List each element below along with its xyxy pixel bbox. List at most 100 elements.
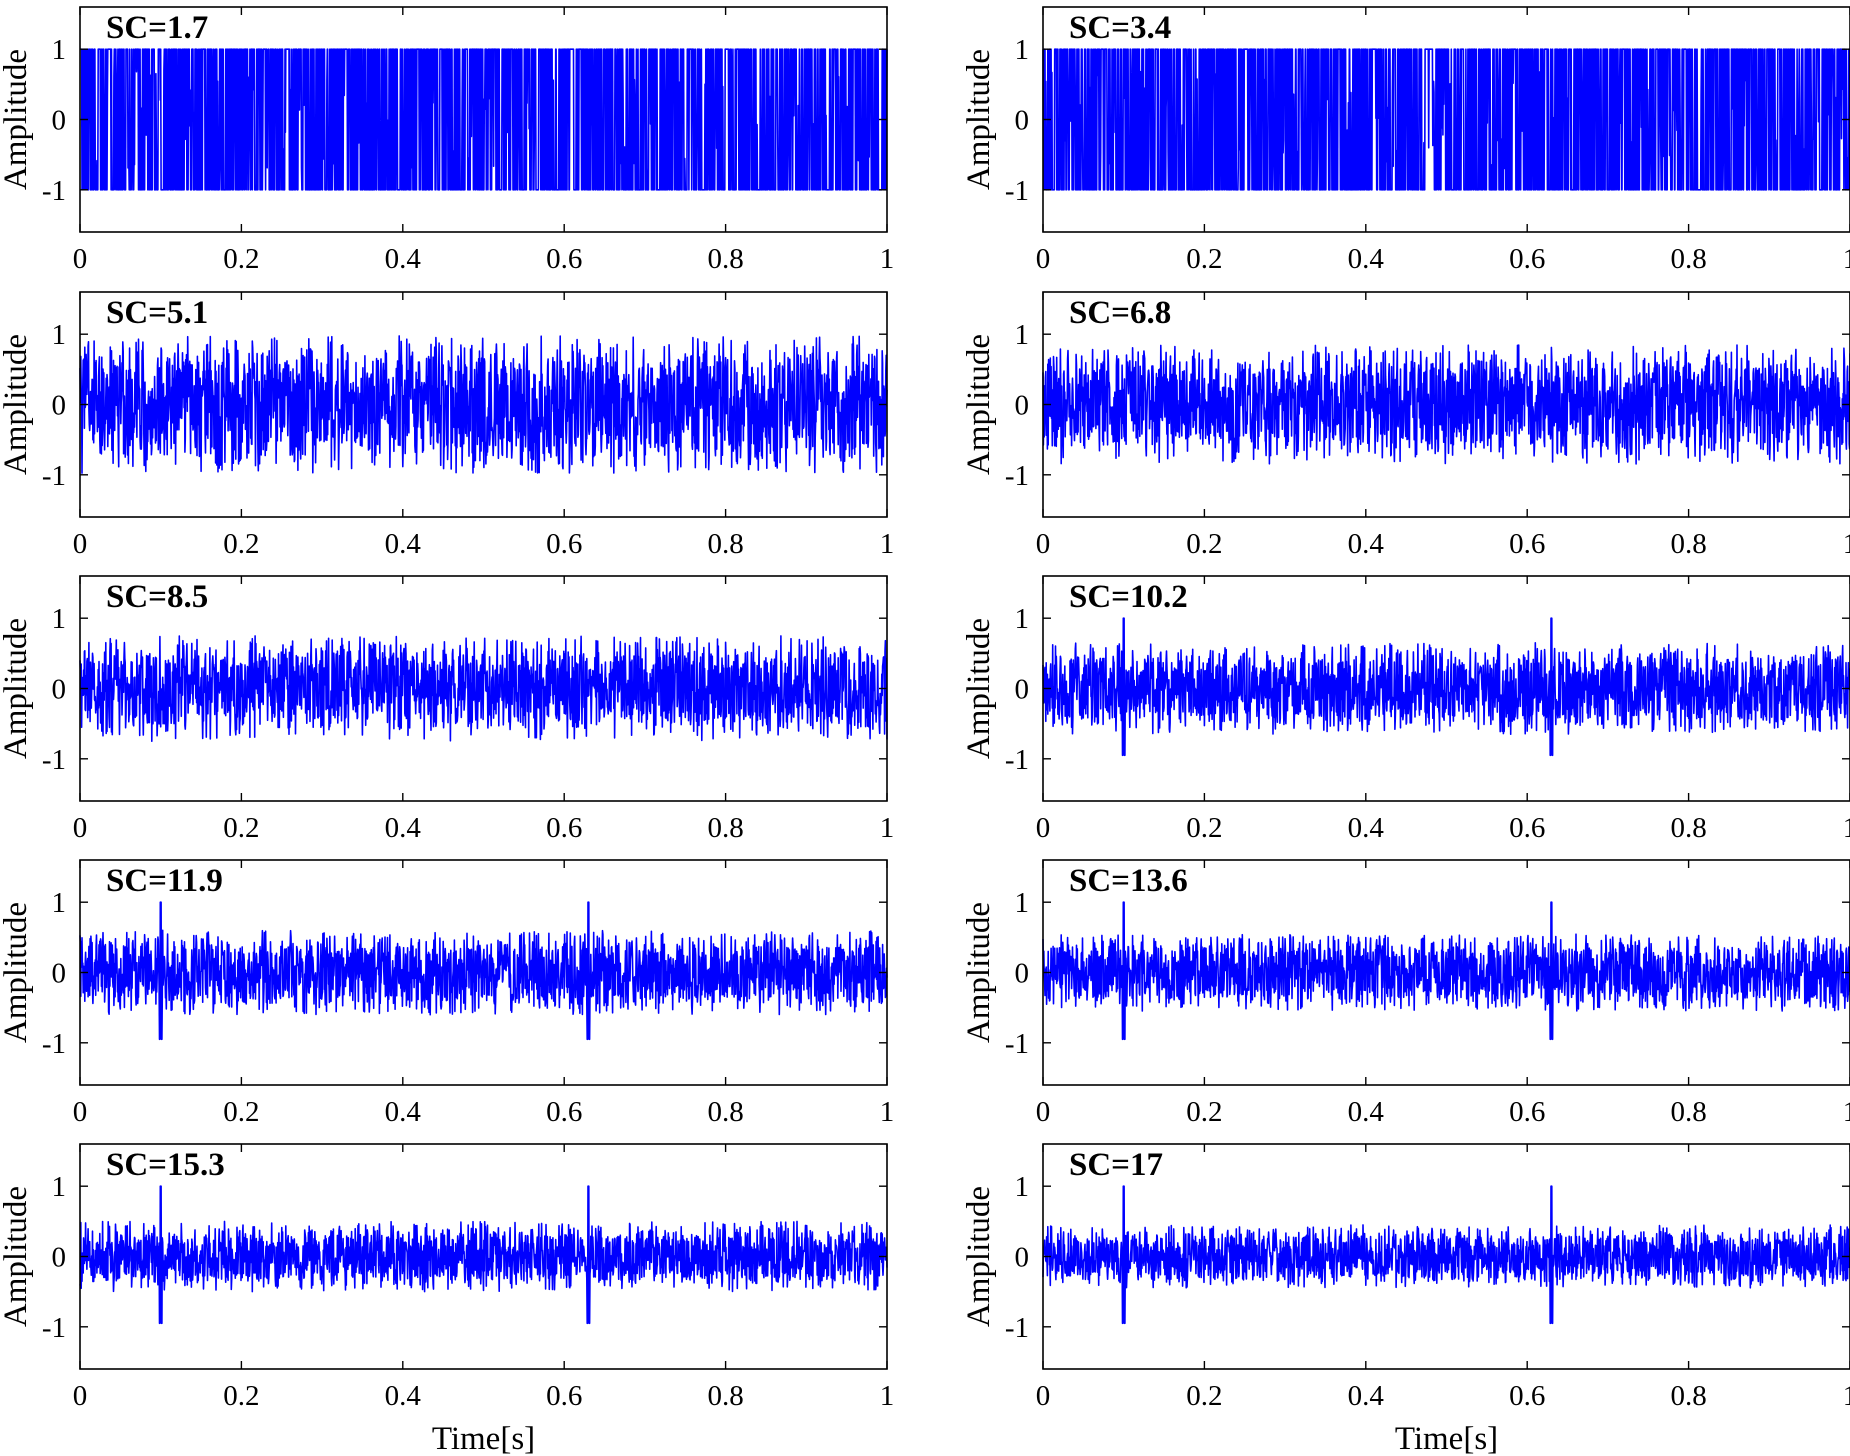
x-tick-label: 0.6 bbox=[546, 812, 582, 844]
y-tick-label: 1 bbox=[1015, 887, 1030, 919]
x-tick-label: 0.8 bbox=[1670, 528, 1706, 560]
y-axis-label: Amplitude bbox=[961, 1186, 997, 1327]
x-tick-label: 1 bbox=[880, 243, 895, 275]
x-axis-label: Time[s] bbox=[432, 1421, 535, 1456]
signal-trace bbox=[1042, 1185, 1850, 1325]
signal-trace bbox=[79, 1185, 888, 1325]
sc-label: SC=3.4 bbox=[1069, 10, 1171, 46]
sc-label: SC=13.6 bbox=[1069, 863, 1188, 899]
y-axis-label: Amplitude bbox=[961, 49, 997, 190]
x-tick-label: 0 bbox=[1036, 1096, 1051, 1128]
x-tick-label: 0 bbox=[73, 1096, 88, 1128]
sc-label: SC=1.7 bbox=[106, 10, 208, 46]
panel-5: 0 0.2 0.4 0.6 0.8 1 -1 0 1 Amplitude SC=8.5 bbox=[0, 575, 894, 844]
x-tick-label: 0.6 bbox=[546, 528, 582, 560]
x-tick-label: 0.4 bbox=[1348, 812, 1385, 844]
x-tick-label: 0.2 bbox=[223, 243, 259, 275]
x-tick-label: 0 bbox=[73, 243, 88, 275]
y-tick-label: 0 bbox=[1015, 958, 1030, 990]
x-tick-label: 1 bbox=[880, 1380, 895, 1412]
y-tick-label: 0 bbox=[1015, 390, 1030, 422]
x-tick-label: 0.8 bbox=[1670, 243, 1706, 275]
y-axis-label: Amplitude bbox=[961, 618, 997, 759]
panel-10: 0 0.2 0.4 0.6 0.8 1 -1 0 1 Amplitude SC=17 Time[s] bbox=[961, 1143, 1850, 1456]
x-tick-label: 0.6 bbox=[546, 243, 582, 275]
x-tick-label: 0.6 bbox=[1509, 243, 1545, 275]
signal-trace bbox=[1042, 617, 1850, 757]
x-tick-label: 0.2 bbox=[1186, 812, 1222, 844]
x-tick-label: 0.8 bbox=[1670, 1380, 1706, 1412]
x-tick-label: 0.4 bbox=[385, 528, 422, 560]
x-tick-label: 0.4 bbox=[1348, 1096, 1385, 1128]
x-axis-label: Time[s] bbox=[1395, 1421, 1498, 1456]
y-tick-label: 1 bbox=[52, 319, 67, 351]
y-tick-label: 1 bbox=[52, 1171, 67, 1203]
y-tick-label: -1 bbox=[42, 460, 66, 492]
x-tick-label: 0.6 bbox=[1509, 528, 1545, 560]
x-tick-label: 0.8 bbox=[707, 812, 743, 844]
x-tick-label: 0.4 bbox=[385, 812, 422, 844]
x-tick-label: 0 bbox=[1036, 1380, 1051, 1412]
panel-1: 0 0.2 0.4 0.6 0.8 1 -1 0 1 Amplitude SC=1.7 bbox=[0, 6, 895, 275]
y-tick-label: 0 bbox=[1015, 105, 1030, 137]
x-tick-label: 1 bbox=[880, 1096, 895, 1128]
x-tick-label: 1 bbox=[1843, 812, 1850, 844]
x-tick-label: 0.8 bbox=[1670, 1096, 1706, 1128]
signal-trace bbox=[79, 335, 888, 474]
y-tick-label: 1 bbox=[52, 603, 67, 635]
y-tick-label: 1 bbox=[1015, 1171, 1030, 1203]
x-tick-label: 0.2 bbox=[1186, 1096, 1222, 1128]
x-tick-label: 0.2 bbox=[1186, 1380, 1222, 1412]
y-tick-label: -1 bbox=[1005, 744, 1029, 776]
y-axis-label: Amplitude bbox=[961, 334, 997, 475]
x-tick-label: 1 bbox=[1843, 1096, 1850, 1128]
y-axis-label: Amplitude bbox=[0, 902, 34, 1043]
y-tick-label: -1 bbox=[42, 175, 66, 207]
y-tick-label: -1 bbox=[42, 744, 66, 776]
x-tick-label: 0.4 bbox=[1348, 528, 1385, 560]
y-axis-label: Amplitude bbox=[0, 49, 34, 190]
x-tick-label: 0 bbox=[1036, 812, 1051, 844]
y-tick-label: 0 bbox=[1015, 1242, 1030, 1274]
y-tick-label: 1 bbox=[52, 34, 67, 66]
x-tick-label: 1 bbox=[1843, 1380, 1850, 1412]
y-tick-label: -1 bbox=[42, 1028, 66, 1060]
x-tick-label: 0.6 bbox=[1509, 812, 1545, 844]
signal-trace bbox=[79, 901, 888, 1041]
y-tick-label: 1 bbox=[52, 887, 67, 919]
y-tick-label: -1 bbox=[1005, 175, 1029, 207]
y-tick-label: -1 bbox=[1005, 460, 1029, 492]
x-tick-label: 1 bbox=[880, 528, 895, 560]
y-tick-label: 1 bbox=[1015, 319, 1030, 351]
x-tick-label: 0.2 bbox=[223, 528, 259, 560]
x-tick-label: 0 bbox=[73, 812, 88, 844]
x-tick-label: 0.6 bbox=[1509, 1096, 1545, 1128]
panel-8: 0 0.2 0.4 0.6 0.8 1 -1 0 1 Amplitude SC=13.6 bbox=[961, 859, 1850, 1128]
x-tick-label: 0.8 bbox=[1670, 812, 1706, 844]
x-tick-label: 0.8 bbox=[707, 1096, 743, 1128]
y-tick-label: 0 bbox=[52, 1242, 67, 1274]
y-tick-label: 0 bbox=[52, 390, 67, 422]
sc-label: SC=6.8 bbox=[1069, 295, 1171, 331]
x-tick-label: 0.4 bbox=[385, 243, 422, 275]
x-tick-label: 0.6 bbox=[546, 1380, 582, 1412]
x-tick-label: 0.2 bbox=[223, 1380, 259, 1412]
x-tick-label: 0.8 bbox=[707, 243, 743, 275]
sc-label: SC=8.5 bbox=[106, 579, 208, 615]
panel-2: 0 0.2 0.4 0.6 0.8 1 -1 0 1 Amplitude SC=3.4 bbox=[961, 6, 1850, 275]
signal-trace bbox=[1042, 48, 1850, 191]
y-tick-label: 0 bbox=[52, 958, 67, 990]
signal-trace bbox=[1042, 901, 1850, 1041]
x-tick-label: 0 bbox=[1036, 243, 1051, 275]
panel-7: 0 0.2 0.4 0.6 0.8 1 -1 0 1 Amplitude SC=11.9 bbox=[0, 859, 895, 1128]
x-tick-label: 0.2 bbox=[1186, 528, 1222, 560]
x-tick-label: 0 bbox=[1036, 528, 1051, 560]
signal-trace bbox=[79, 48, 888, 191]
y-tick-label: -1 bbox=[1005, 1312, 1029, 1344]
x-tick-label: 0.8 bbox=[707, 528, 743, 560]
x-tick-label: 0.2 bbox=[1186, 243, 1222, 275]
x-tick-label: 1 bbox=[1843, 243, 1850, 275]
sc-label: SC=11.9 bbox=[106, 863, 223, 899]
x-tick-label: 0.6 bbox=[546, 1096, 582, 1128]
sc-label: SC=10.2 bbox=[1069, 579, 1188, 615]
